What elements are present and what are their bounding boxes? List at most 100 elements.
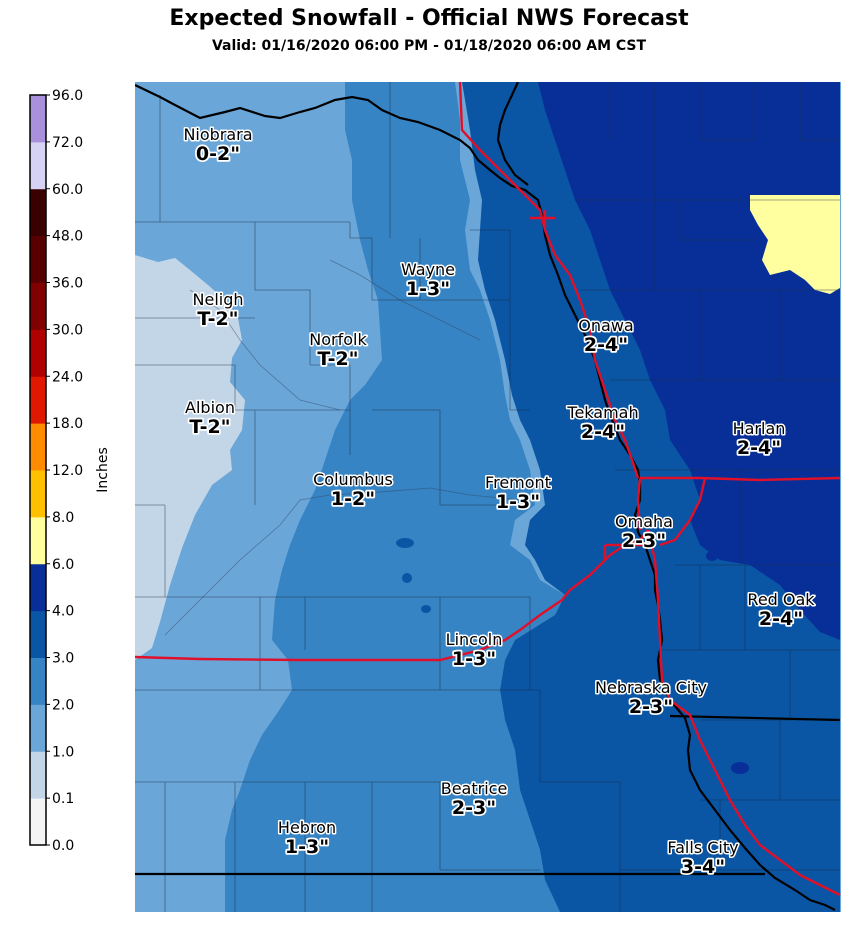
county-lines: [135, 82, 840, 912]
colorbar-tick-label: 1.0: [52, 744, 74, 760]
snow-amount: 2-4": [584, 334, 628, 356]
map-title: Expected Snowfall - Official NWS Forecas…: [169, 6, 689, 31]
city-name: Omaha: [615, 512, 673, 531]
colorbar-tick-label: 12.0: [52, 463, 83, 479]
snow-amount: T-2": [189, 416, 230, 438]
colorbar-tick-label: 18.0: [52, 416, 83, 432]
snow-amount: 2-3": [629, 696, 673, 718]
city-name: Columbus: [313, 470, 393, 489]
snow-amount: 1-3": [496, 491, 540, 513]
snow-amount: 2-3": [622, 530, 666, 552]
map-area: Niobrara0-2"Wayne1-3"NelighT-2"NorfolkT-…: [135, 82, 841, 912]
zone-trace: [135, 255, 245, 660]
snow-speck: [706, 551, 718, 561]
city-name: Fremont: [485, 473, 551, 492]
city-name: Nebraska City: [595, 678, 707, 697]
snow-amount: 2-4": [759, 608, 803, 630]
zone-two-to-three: [225, 82, 565, 912]
snow-amount: 3-4": [681, 856, 725, 878]
colorbar-swatch: [30, 516, 46, 565]
snow-speck: [421, 605, 431, 613]
interstates: [135, 82, 841, 897]
state-borders: [135, 82, 841, 911]
city-name: Niobrara: [183, 125, 252, 144]
snow-speck: [731, 762, 749, 774]
snow-amount: 2-4": [581, 421, 625, 443]
snow-amount: 2-3": [452, 797, 496, 819]
colorbar-swatch: [30, 657, 46, 705]
city-name: Hebron: [278, 818, 336, 837]
colorbar-swatch: [30, 376, 46, 424]
colorbar-swatch: [30, 235, 46, 283]
colorbar-swatch: [30, 95, 46, 143]
colorbar-swatch: [30, 282, 46, 330]
snow-speck: [402, 573, 412, 583]
city-name: Beatrice: [441, 779, 508, 798]
colorbar-tick-label: 8.0: [52, 510, 74, 526]
colorbar-tick-label: 96.0: [52, 88, 83, 104]
colorbar-swatch: [30, 188, 46, 237]
colorbar-tick-label: 60.0: [52, 182, 83, 198]
snow-amount: 0-2": [196, 143, 240, 165]
colorbar-tick-label: 72.0: [52, 135, 83, 151]
colorbar-swatch: [30, 751, 46, 799]
colorbar-swatch: [30, 141, 46, 190]
colorbar-swatch: [30, 563, 46, 612]
colorbar-tick-label: 30.0: [52, 322, 83, 338]
snow-amount: 1-3": [406, 278, 450, 300]
city-name: Lincoln: [446, 630, 503, 649]
city-name: Falls City: [667, 838, 738, 857]
city-name: Tekamah: [566, 403, 638, 422]
colorbar-swatch: [30, 798, 46, 846]
colorbar-label: Inches: [95, 447, 111, 492]
river-lines: [164, 259, 521, 636]
colorbar: 0.0 0.1 1.0 2.0 3.0 4.0 6.0 8.0 12.0 18.0 24.0 30.0…: [29, 88, 83, 854]
colorbar-tick-label: 0.1: [52, 791, 74, 807]
city-name: Onawa: [578, 316, 633, 335]
city-name: Red Oak: [747, 590, 815, 609]
colorbar-tick-label: 36.0: [52, 276, 83, 292]
snow-amount: 1-3": [285, 836, 329, 858]
colorbar-tick-label: 24.0: [52, 369, 83, 385]
colorbar-tick-label: 3.0: [52, 651, 74, 667]
colorbar-swatch: [30, 329, 46, 377]
city-name: Harlan: [733, 419, 786, 438]
colorbar-tick-label: 2.0: [52, 697, 74, 713]
colorbar-tick-label: 0.0: [52, 838, 74, 854]
snow-amount: 1-2": [331, 488, 375, 510]
snow-amount: 2-4": [737, 437, 781, 459]
city-labels: Niobrara0-2"Wayne1-3"NelighT-2"NorfolkT-…: [182, 124, 817, 880]
colorbar-swatch: [30, 423, 46, 471]
colorbar-tick-label: 48.0: [52, 229, 83, 245]
colorbar-swatch: [30, 470, 46, 518]
zone-six-to-eight: [750, 195, 840, 294]
snow-speck: [396, 538, 414, 548]
map-subtitle: Valid: 01/16/2020 06:00 PM - 01/18/2020 …: [211, 38, 647, 54]
city-name: Wayne: [401, 260, 455, 279]
colorbar-swatch: [30, 610, 46, 658]
snow-amount: T-2": [317, 348, 358, 370]
colorbar-swatch: [30, 704, 46, 752]
snow-amount: T-2": [197, 308, 238, 330]
city-name: Norfolk: [309, 330, 367, 349]
snow-amount: 1-3": [452, 648, 496, 670]
colorbar-tick-label: 6.0: [52, 557, 74, 573]
city-name: Neligh: [193, 290, 244, 309]
